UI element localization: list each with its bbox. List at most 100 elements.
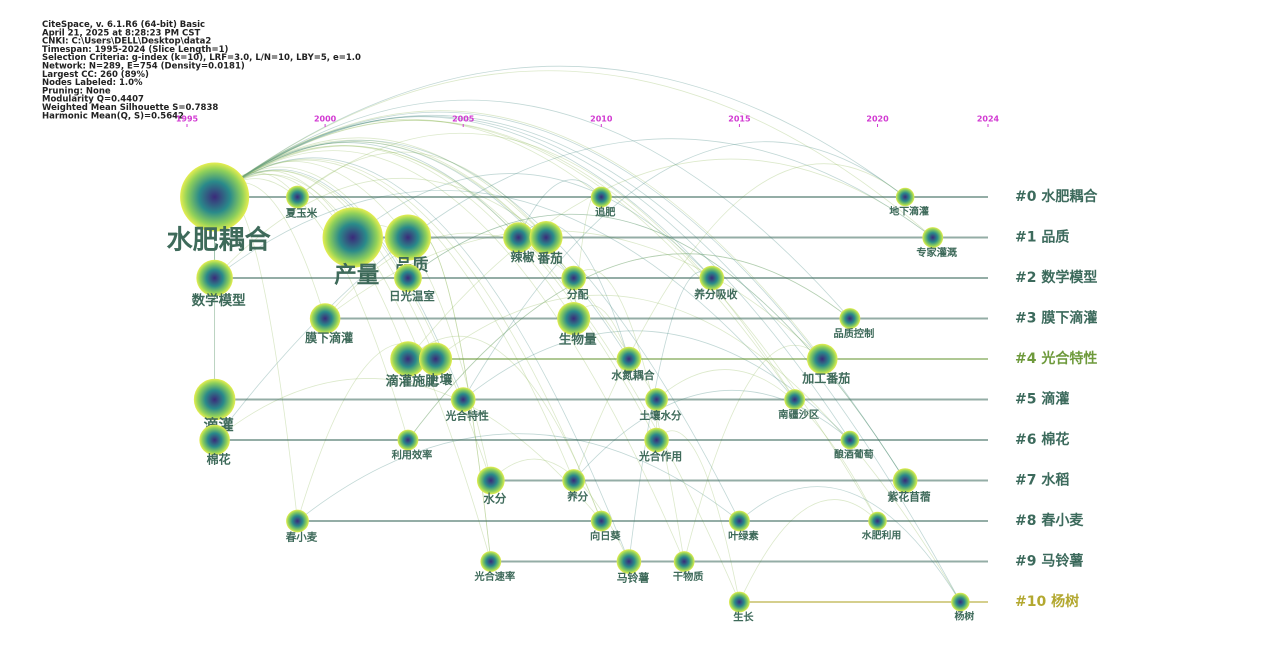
keyword-node xyxy=(286,509,309,533)
keyword-node xyxy=(590,186,612,208)
cluster-label: #6 棉花 xyxy=(1015,431,1069,448)
link xyxy=(462,141,906,400)
keyword-label: 日光温室 xyxy=(389,289,435,303)
info-line: Pruning: None xyxy=(42,86,111,96)
keyword-label: 南疆沙区 xyxy=(778,408,819,421)
keyword-node xyxy=(180,162,250,232)
link xyxy=(214,65,906,198)
info-line: Modularity Q=0.4407 xyxy=(42,95,144,105)
keyword-node xyxy=(309,303,341,334)
cluster-label: #9 马铃薯 xyxy=(1015,553,1083,570)
info-line: Largest CC: 260 (89%) xyxy=(42,70,149,80)
keyword-label: 春小麦 xyxy=(286,530,318,543)
keyword-node xyxy=(868,511,887,531)
link xyxy=(324,232,574,319)
keyword-label: 酿酒葡萄 xyxy=(834,447,874,460)
keyword-node xyxy=(839,308,861,329)
link xyxy=(214,111,906,481)
keyword-label: 水肥利用 xyxy=(862,528,902,541)
keyword-label: 杨树 xyxy=(954,609,974,622)
link xyxy=(214,159,575,481)
keyword-label: 品质控制 xyxy=(834,327,875,340)
keyword-label: 追肥 xyxy=(595,205,616,218)
keyword-node xyxy=(286,185,309,209)
keyword-label: 水肥耦合 xyxy=(167,225,272,256)
link xyxy=(214,378,602,522)
link xyxy=(297,433,740,522)
link xyxy=(214,141,657,400)
keyword-node xyxy=(616,346,642,372)
link xyxy=(297,132,795,400)
info-line: Nodes Labeled: 1.0% xyxy=(42,78,143,88)
keyword-label: 生长 xyxy=(733,610,754,623)
cluster-label: #10 杨树 xyxy=(1015,593,1079,610)
cluster-label: #1 品质 xyxy=(1015,229,1069,246)
link xyxy=(490,458,630,562)
link xyxy=(214,169,464,400)
link xyxy=(214,119,795,400)
keyword-label: 滴灌施肥 xyxy=(386,373,439,390)
keyword-node xyxy=(529,220,563,255)
keyword-label: 专家灌溉 xyxy=(916,246,957,259)
cluster-label: #2 数学模型 xyxy=(1015,269,1097,286)
keyword-label: 养分吸收 xyxy=(693,287,737,301)
link xyxy=(214,158,602,522)
keyword-node xyxy=(480,551,502,572)
keyword-node xyxy=(561,265,586,291)
keyword-node xyxy=(196,259,233,297)
keyword-node xyxy=(397,429,419,451)
info-line: Harmonic Mean(Q, S)=0.5642 xyxy=(42,111,184,121)
link xyxy=(352,173,713,279)
info-line: CiteSpace, v. 6.1.R6 (64-bit) Basic xyxy=(42,20,205,30)
keyword-label: 数学模型 xyxy=(192,292,246,309)
keyword-label: 分配 xyxy=(567,287,589,301)
link xyxy=(214,177,547,279)
keyword-label: 夏玉米 xyxy=(285,206,318,219)
keyword-node xyxy=(645,388,668,411)
link xyxy=(407,335,602,522)
link xyxy=(214,110,823,360)
link xyxy=(214,145,657,441)
keyword-label: 辣椒 xyxy=(510,249,535,264)
keyword-label: 叶绿素 xyxy=(728,529,759,542)
keyword-label: 生物量 xyxy=(559,331,597,346)
link xyxy=(214,139,740,522)
info-line: Weighted Mean Silhouette S=0.7838 xyxy=(42,103,218,113)
keyword-label: 土壤 xyxy=(427,372,453,387)
keyword-label: 光合特性 xyxy=(445,409,489,423)
keyword-label: 紫花苜蓿 xyxy=(888,490,931,504)
x-tick-label: 2000 xyxy=(314,115,337,124)
keyword-label: 养分 xyxy=(566,490,588,503)
link xyxy=(214,142,519,238)
link xyxy=(214,119,878,522)
link xyxy=(214,137,547,238)
keyword-node xyxy=(895,187,915,207)
info-line: April 21, 2025 at 8:28:23 PM CST xyxy=(42,28,201,38)
link xyxy=(297,151,547,238)
keyword-node xyxy=(616,549,642,574)
cluster-label: #3 膜下滴灌 xyxy=(1015,310,1097,327)
link xyxy=(214,99,851,319)
link xyxy=(407,213,906,481)
link xyxy=(573,269,685,562)
keyword-label: 干物质 xyxy=(673,570,704,583)
keyword-node xyxy=(644,427,669,453)
keyword-node xyxy=(476,466,505,495)
info-line: Network: N=289, E=754 (Density=0.0181) xyxy=(42,62,245,72)
link xyxy=(214,116,713,279)
keyword-node xyxy=(784,389,806,410)
info-line: Timespan: 1995-2024 (Slice Length=1) xyxy=(42,45,228,55)
info-line: Selection Criteria: g-index (k=10), LRF=… xyxy=(42,53,361,63)
x-tick-label: 2024 xyxy=(977,115,1000,124)
keyword-label: 番茄 xyxy=(536,250,563,265)
keyword-node xyxy=(806,343,838,375)
keyword-node xyxy=(193,378,236,421)
link xyxy=(214,145,575,319)
keyword-node xyxy=(322,207,383,268)
link xyxy=(518,179,602,238)
keyword-node xyxy=(199,424,230,456)
keyword-node xyxy=(557,301,591,336)
link xyxy=(739,486,961,603)
info-line: CNKI: C:\Users\DELL\Desktop\data2 xyxy=(42,37,211,47)
